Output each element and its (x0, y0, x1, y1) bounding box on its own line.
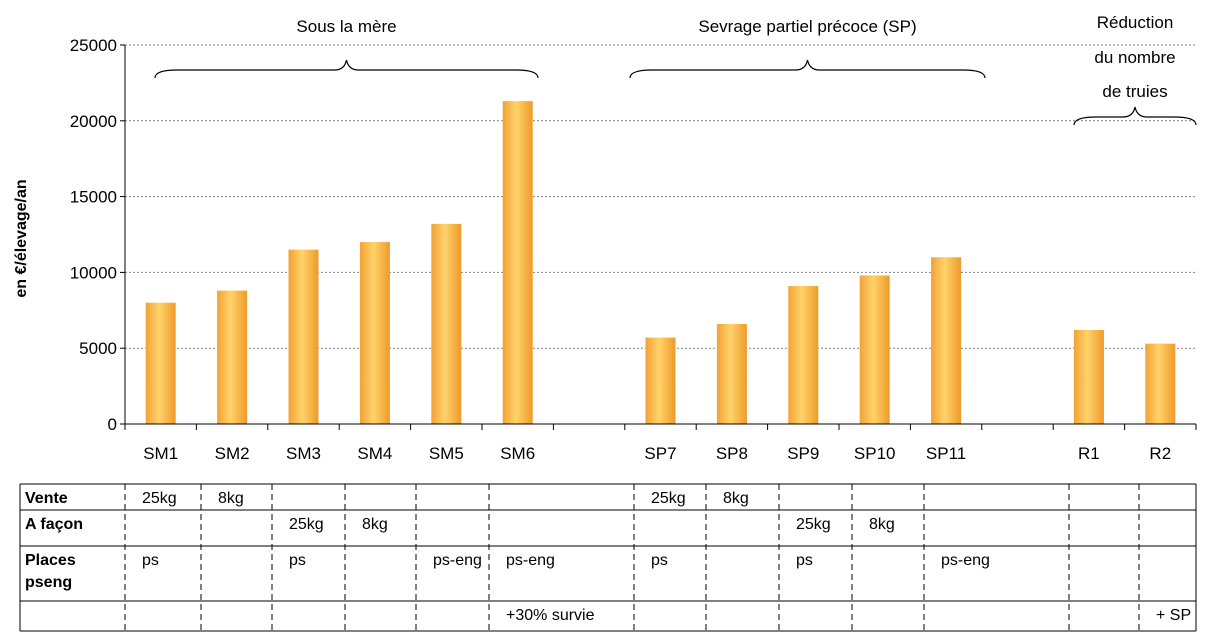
gridlines (125, 44, 1196, 349)
group-label: Sevrage partiel précoce (SP) (698, 17, 916, 36)
x-tick-label: SM4 (357, 444, 392, 463)
group-braces (154, 59, 1197, 126)
y-tick-label: 5000 (79, 339, 117, 358)
table-cell: ps (289, 552, 306, 569)
bar (859, 275, 890, 424)
table-cell: 8kg (218, 490, 244, 507)
table-cell: 25kg (796, 516, 831, 533)
y-axis-label: en €/élevage/an (13, 179, 30, 297)
table-cell: ps (796, 552, 813, 569)
table-cell: +30% survie (506, 607, 595, 624)
x-tick-label: R2 (1149, 444, 1171, 463)
axes (120, 44, 1197, 430)
bar (788, 286, 819, 424)
x-tick-label: SP10 (854, 444, 896, 463)
bar (431, 223, 462, 424)
table-row-header: A façon (25, 516, 83, 533)
table-cell: ps-eng (506, 552, 555, 569)
bar (217, 290, 248, 424)
table-cell: ps (142, 552, 159, 569)
x-tick-label: SP7 (644, 444, 676, 463)
bar (931, 257, 962, 424)
table-cell: + SP (1156, 607, 1191, 624)
table-cell: 8kg (723, 490, 749, 507)
bar (288, 249, 319, 424)
group-label: Réduction (1097, 13, 1174, 32)
x-tick-label: SP9 (787, 444, 819, 463)
bar (716, 323, 747, 424)
bar (1073, 330, 1104, 424)
table-row-header: pseng (25, 574, 72, 591)
x-tick-label: R1 (1078, 444, 1100, 463)
labels: 0 5000 10000 15000 20000 25000 en €/élevage/an… (13, 13, 1176, 463)
table-cell: 8kg (869, 516, 895, 533)
bars (145, 101, 1176, 424)
x-tick-label: SM2 (215, 444, 250, 463)
x-tick-label: SM6 (500, 444, 535, 463)
x-tick-label: SP11 (926, 444, 966, 463)
x-tick-label: SM5 (429, 444, 464, 463)
x-tick-label: SM3 (286, 444, 321, 463)
y-tick-label: 15000 (70, 188, 117, 207)
scenario-table: Vente 25kg 8kg 25kg 8kg A façon 25kg 8kg 25kg 8kg… (19, 483, 1197, 632)
bar (359, 242, 390, 424)
y-tick-label: 25000 (70, 36, 117, 55)
table-cell: 25kg (142, 490, 177, 507)
table-cell: ps-eng (941, 552, 990, 569)
table-row-header: Vente (25, 490, 68, 507)
group-label: de truies (1102, 82, 1167, 101)
table-cell: 25kg (651, 490, 686, 507)
group-brace (154, 59, 539, 79)
group-brace (1073, 106, 1197, 126)
group-brace (629, 59, 986, 79)
group-label: du nombre (1094, 48, 1175, 67)
x-tick-label: SP8 (716, 444, 748, 463)
table-cell: ps-eng (433, 552, 482, 569)
x-tick-label: SM1 (143, 444, 178, 463)
y-tick-label: 20000 (70, 112, 117, 131)
table-cell: ps (651, 552, 668, 569)
bar (502, 101, 533, 424)
table-row-header: Places (25, 552, 76, 569)
table-cell: 25kg (289, 516, 324, 533)
table-cell: 8kg (362, 516, 388, 533)
bar (1145, 343, 1176, 424)
group-label: Sous la mère (296, 17, 396, 36)
bar (145, 302, 176, 424)
bar (645, 337, 676, 424)
y-tick-label: 10000 (70, 263, 117, 282)
y-tick-label: 0 (108, 415, 117, 434)
